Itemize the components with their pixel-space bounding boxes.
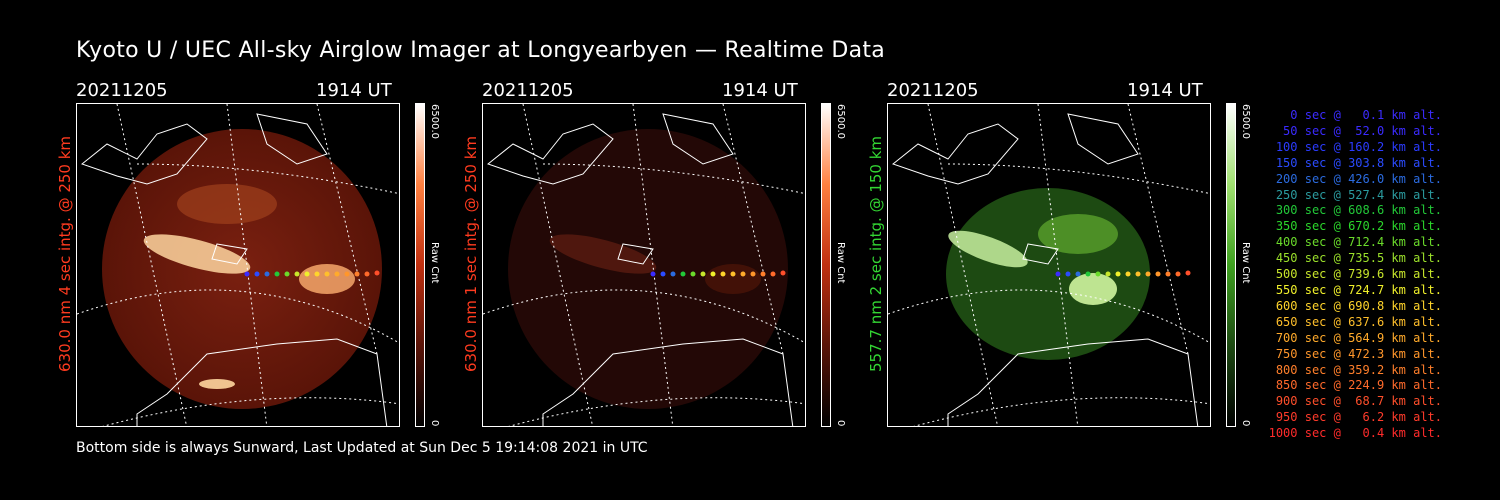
panel-2-colorbar-unit: Raw Cnt (835, 242, 846, 284)
panel-1-colorbar-min: 0 (429, 420, 440, 427)
legend-row: 550 sec @ 724.7 km alt. (1275, 282, 1442, 297)
panel-2-time: 1914 UT (722, 80, 798, 101)
panel-2-colorbar (821, 103, 831, 427)
footer-note: Bottom side is always Sunward, Last Upda… (76, 440, 648, 456)
legend-row: 450 sec @ 735.5 km alt. (1275, 251, 1442, 266)
legend-row: 100 sec @ 160.2 km alt. (1275, 139, 1442, 154)
legend-row: 500 sec @ 739.6 km alt. (1275, 267, 1442, 282)
panel-1-side-label: 630.0 nm 4 sec intg. @ 250 km (56, 135, 74, 372)
panel-3-colorbar (1226, 103, 1236, 427)
panel-3-time: 1914 UT (1127, 80, 1203, 101)
panel-2-side-label: 630.0 nm 1 sec intg. @ 250 km (462, 135, 480, 372)
page-title: Kyoto U / UEC All-sky Airglow Imager at … (76, 38, 886, 63)
legend-row: 600 sec @ 690.8 km alt. (1275, 298, 1442, 313)
legend-row: 750 sec @ 472.3 km alt. (1275, 346, 1442, 361)
panel-1-image (76, 103, 400, 427)
panel-1-colorbar (415, 103, 425, 427)
legend-row: 400 sec @ 712.4 km alt. (1275, 235, 1442, 250)
panel-2-colorbar-max: 6500.0 (835, 104, 846, 139)
panel-1-date: 20211205 (76, 80, 168, 101)
panel-1-time: 1914 UT (316, 80, 392, 101)
legend-row: 1000 sec @ 0.4 km alt. (1268, 426, 1442, 441)
panel-3-colorbar-min: 0 (1240, 420, 1251, 427)
panel-3-side-label: 557.7 nm 2 sec intg. @ 150 km (867, 135, 885, 372)
legend-row: 700 sec @ 564.9 km alt. (1275, 330, 1442, 345)
panel-1-colorbar-unit: Raw Cnt (429, 242, 440, 284)
legend-row: 300 sec @ 608.6 km alt. (1275, 203, 1442, 218)
altitude-legend: 0 sec @ 0.1 km alt. 50 sec @ 52.0 km alt.… (1262, 108, 1442, 442)
panel-3-image (887, 103, 1211, 427)
legend-row: 850 sec @ 224.9 km alt. (1275, 378, 1442, 393)
legend-row: 950 sec @ 6.2 km alt. (1275, 410, 1442, 425)
legend-row: 900 sec @ 68.7 km alt. (1275, 394, 1442, 409)
panel-2-colorbar-min: 0 (835, 420, 846, 427)
panel-3-colorbar-unit: Raw Cnt (1240, 242, 1251, 284)
legend-row: 150 sec @ 303.8 km alt. (1275, 155, 1442, 170)
legend-row: 650 sec @ 637.6 km alt. (1275, 314, 1442, 329)
panel-3-date: 20211205 (887, 80, 979, 101)
legend-row: 800 sec @ 359.2 km alt. (1275, 362, 1442, 377)
panel-2-date: 20211205 (482, 80, 574, 101)
legend-row: 200 sec @ 426.0 km alt. (1275, 171, 1442, 186)
legend-row: 50 sec @ 52.0 km alt. (1283, 123, 1442, 138)
legend-row: 250 sec @ 527.4 km alt. (1275, 187, 1442, 202)
panel-3-colorbar-max: 6500.0 (1240, 104, 1251, 139)
panel-2-image (482, 103, 806, 427)
panel-1-colorbar-max: 6500.0 (429, 104, 440, 139)
legend-row: 350 sec @ 670.2 km alt. (1275, 219, 1442, 234)
legend-row: 0 sec @ 0.1 km alt. (1290, 108, 1442, 122)
